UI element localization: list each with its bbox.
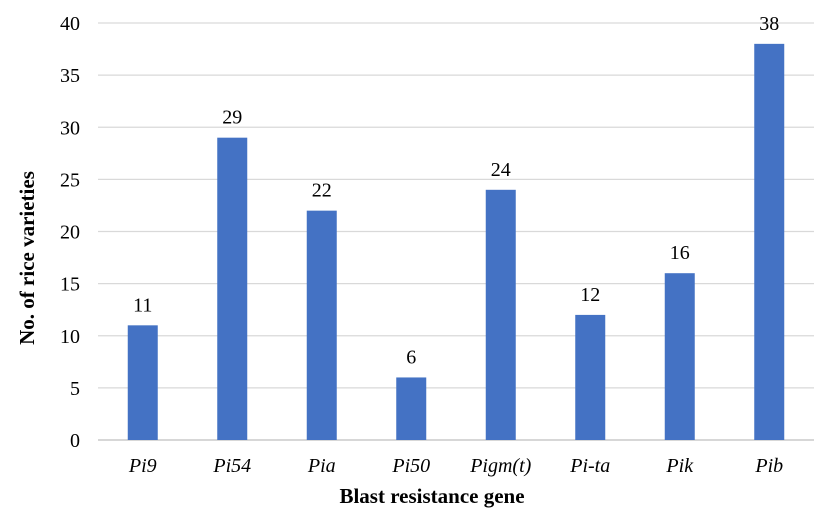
data-label: 38 — [759, 13, 779, 35]
bars — [127, 43, 785, 441]
x-tick-label: Pib — [754, 455, 783, 477]
y-axis-title: No. of rice varieties — [15, 171, 39, 345]
x-tick-label: Pia — [307, 455, 336, 477]
y-tick-label: 0 — [70, 430, 80, 452]
x-tick-label: Pi54 — [212, 455, 251, 477]
data-label: 22 — [312, 180, 332, 202]
data-label: 29 — [222, 107, 242, 129]
y-tick-label: 20 — [60, 222, 80, 244]
bar — [396, 377, 427, 440]
bar — [754, 43, 785, 440]
bar — [485, 189, 516, 440]
y-tick-label: 30 — [60, 117, 80, 139]
x-tick-label: Pi9 — [128, 455, 157, 477]
y-tick-label: 35 — [60, 65, 80, 87]
data-label: 6 — [406, 346, 416, 368]
y-tick-label: 5 — [70, 378, 80, 400]
gridlines — [98, 22, 814, 441]
bar — [217, 137, 248, 441]
y-tick-label: 15 — [60, 274, 80, 296]
data-label: 16 — [670, 242, 690, 264]
y-tick-label: 40 — [60, 13, 80, 35]
x-tick-label: Pigm(t) — [469, 455, 531, 477]
bar — [127, 325, 158, 440]
data-label: 24 — [491, 159, 511, 181]
y-tick-label: 25 — [60, 169, 80, 191]
data-label: 11 — [133, 294, 152, 316]
x-tick-label: Pi50 — [391, 455, 430, 477]
bar — [664, 273, 695, 440]
x-axis-title: Blast resistance gene — [339, 484, 524, 508]
x-tick-label: Pi-ta — [569, 455, 610, 477]
x-tick-label: Pik — [665, 455, 694, 477]
data-labels: 11 29 22 6 24 12 16 38 — [133, 13, 779, 369]
data-label: 12 — [580, 284, 600, 306]
x-axis-ticks: Pi9 Pi54 Pia Pi50 Pigm(t) Pi-ta Pik Pib — [128, 455, 783, 477]
bar — [575, 314, 606, 440]
bar — [306, 210, 337, 440]
y-axis-ticks: 0 5 10 15 20 25 30 35 40 — [60, 13, 80, 452]
y-tick-label: 10 — [60, 326, 80, 348]
